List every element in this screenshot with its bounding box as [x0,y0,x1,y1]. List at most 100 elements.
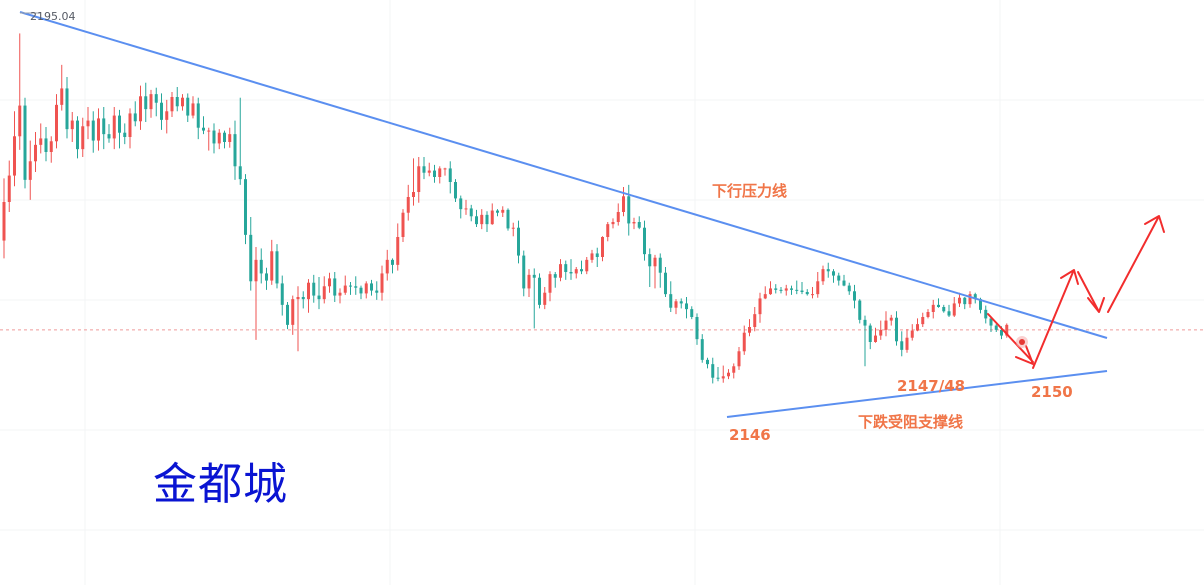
candle-body [60,88,64,105]
candle-body [333,278,337,296]
candle-body [963,297,967,305]
candle-body [506,209,510,229]
candle-body [480,214,484,225]
candle-body [952,303,956,316]
candle-body [910,330,914,338]
candle-body [821,269,825,282]
resistance-trendline [19,11,1108,339]
candle-body [706,359,709,365]
current-price-dot [1019,339,1025,345]
candle-body [763,294,767,299]
candle-body [112,115,116,139]
candle-body [732,366,736,373]
candle-body [679,301,683,304]
candle-body [107,134,111,139]
candle-body [23,105,27,180]
candle-body [700,339,704,360]
candle-body [973,294,977,300]
candle-body [139,96,142,122]
candle-body [459,198,463,210]
candle-body [149,94,153,110]
candle-body [49,141,53,152]
candle-body [259,259,263,274]
candle-body [375,290,379,293]
candle-body [475,216,478,225]
candle-body [517,227,520,256]
candle-body [28,161,32,180]
candle-body [81,126,85,150]
candle-body [464,208,468,210]
candle-body [748,327,751,333]
candle-body [569,272,573,274]
candle-body [427,170,431,173]
candle-body [664,272,667,295]
candle-body [2,202,6,241]
candle-body [695,317,699,340]
candle-body [18,105,22,137]
candle-body [349,285,352,287]
low-2147-48-label: 2147/48 [897,377,965,395]
arrow-rise-1 [1032,271,1074,369]
candle-body [296,297,300,300]
candle-body [391,259,394,265]
candle-body [338,292,342,296]
support-label: 下跌受阻支撑线 [858,413,963,431]
candle-body [553,274,557,278]
candle-body [895,317,898,342]
candle-body [994,325,998,330]
candle-body [658,257,662,273]
candle-body [879,329,883,336]
candle-body [144,96,148,110]
candle-body [627,196,631,224]
candle-body [837,275,841,281]
candle-body [364,283,368,294]
candle-body [438,168,442,177]
candle-body [989,318,993,326]
candle-body [884,320,888,330]
candle-body [55,104,58,142]
candle-body [181,97,184,107]
candle-body [154,94,158,103]
candle-body [160,102,163,120]
candle-body [942,307,946,312]
candle-body [727,372,730,377]
candle-body [758,298,762,315]
candle-body [86,120,90,127]
candle-body [532,274,536,278]
candle-body [690,309,694,317]
candle-body [606,224,610,237]
candle-body [118,115,121,133]
support-trendline [726,370,1108,418]
candle-body [863,319,867,326]
candle-body [958,297,961,304]
candle-body [721,376,725,379]
candle-body [7,175,11,202]
candle-body [826,269,830,272]
candle-body [249,234,253,282]
candle-body [979,299,982,310]
candle-body [412,192,415,197]
candle-body [123,132,127,137]
candle-body [317,295,321,300]
candle-body [312,282,316,296]
candle-body [580,269,583,272]
candle-body [790,288,793,290]
candle-body [254,259,258,282]
candle-body [196,103,200,128]
candle-body [291,299,295,325]
candle-body [527,274,531,289]
candle-body [1005,324,1009,336]
candle-body [921,317,925,325]
candle-body [265,273,268,281]
candle-body [270,251,274,281]
candle-body [275,251,279,284]
candle-body [359,287,363,294]
candle-body [91,120,95,141]
candle-body [574,269,578,274]
candle-body [522,255,526,289]
arrow-head [1087,297,1105,313]
candle-body [538,277,541,305]
candle-body [212,130,216,144]
